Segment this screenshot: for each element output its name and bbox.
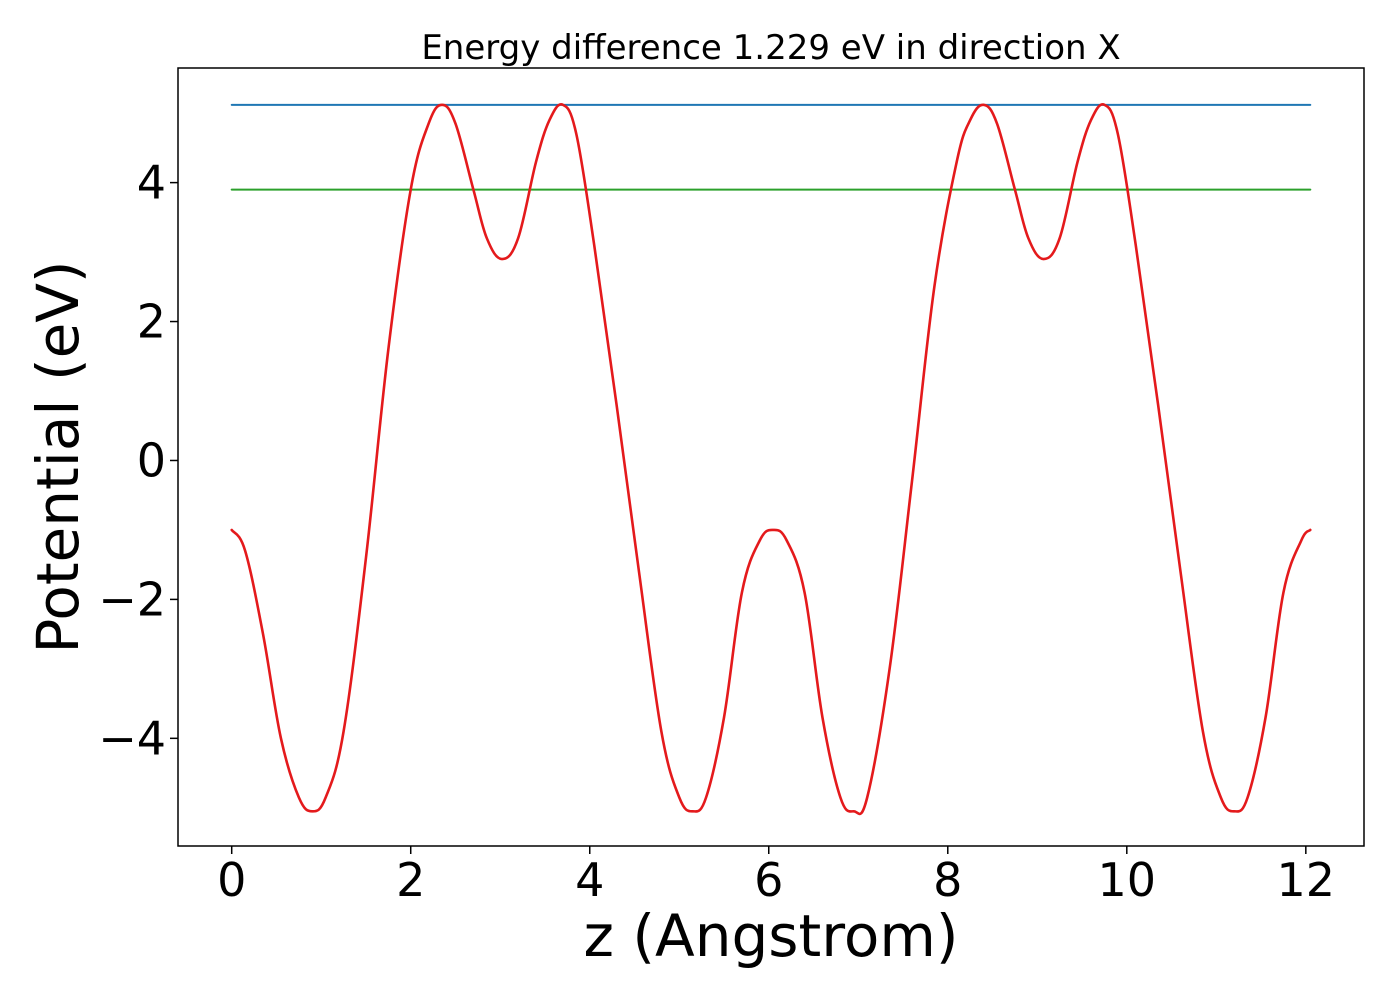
x-tick-label: 0 [217, 853, 246, 907]
y-tick-label: −4 [98, 711, 166, 765]
x-tick-label: 10 [1098, 853, 1157, 907]
x-axis-ticks: 0 2 4 6 8 10 12 [217, 846, 1335, 907]
y-axis-ticks: −4 −2 0 2 4 [98, 156, 178, 765]
x-tick-label: 2 [396, 853, 425, 907]
series-layer [230, 103, 1312, 816]
x-tick-label: 8 [933, 853, 962, 907]
y-tick-label: 4 [137, 156, 166, 210]
y-axis-label: Potential (eV) [24, 260, 92, 653]
plot-frame [177, 67, 1365, 847]
y-tick-label: 2 [137, 295, 166, 349]
chart-title: Energy difference 1.229 eV in direction … [421, 28, 1120, 68]
x-tick-label: 12 [1277, 853, 1336, 907]
y-tick-label: −2 [98, 572, 166, 626]
y-tick-label: 0 [137, 433, 166, 487]
potential-line [230, 103, 1312, 816]
x-axis-label: z (Angstrom) [584, 902, 959, 970]
x-tick-label: 4 [575, 853, 604, 907]
x-tick-label: 6 [754, 853, 783, 907]
